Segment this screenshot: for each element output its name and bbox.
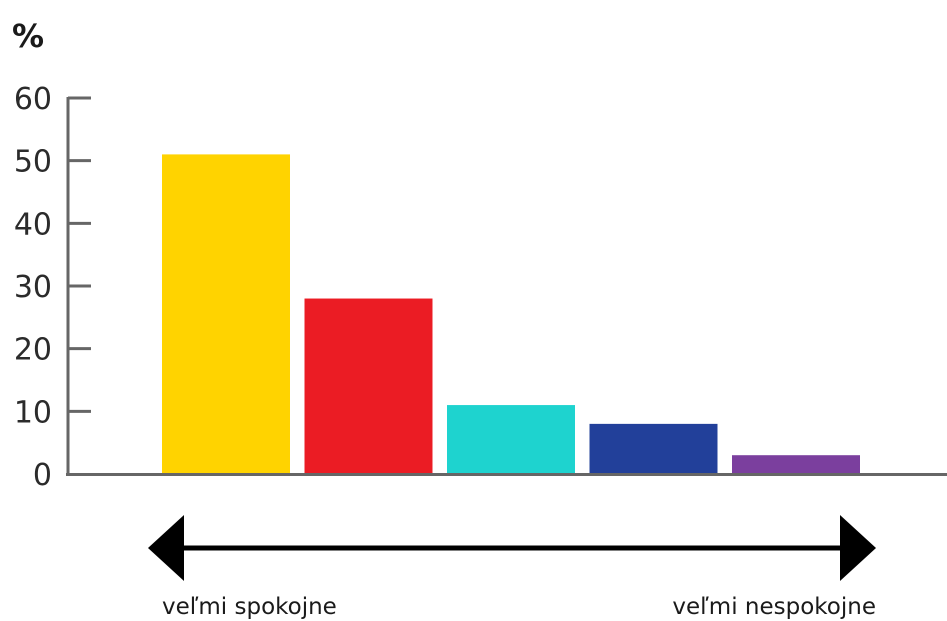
y-tick-label: 20 (14, 333, 52, 368)
arrow-left-icon (148, 515, 184, 581)
bar-3 (447, 405, 575, 474)
bars-group (162, 154, 860, 474)
bar-4 (589, 423, 718, 474)
y-axis-ticks: 0 10 20 30 40 50 60 (14, 82, 91, 493)
y-tick-label: 40 (14, 207, 52, 242)
bar-2 (304, 298, 433, 474)
y-tick-label: 50 (14, 145, 52, 180)
y-axis-unit-label: % (12, 17, 44, 55)
bar-5 (732, 455, 860, 474)
scale-double-arrow (148, 515, 876, 581)
bar-1 (162, 154, 290, 474)
y-tick-label: 0 (33, 458, 52, 493)
y-tick-label: 60 (14, 82, 52, 117)
scale-right-label: veľmi nespokojne (672, 594, 876, 620)
arrow-right-icon (840, 515, 876, 581)
y-tick-label: 10 (14, 395, 52, 430)
scale-left-label: veľmi spokojne (162, 594, 337, 620)
y-tick-label: 30 (14, 270, 52, 305)
